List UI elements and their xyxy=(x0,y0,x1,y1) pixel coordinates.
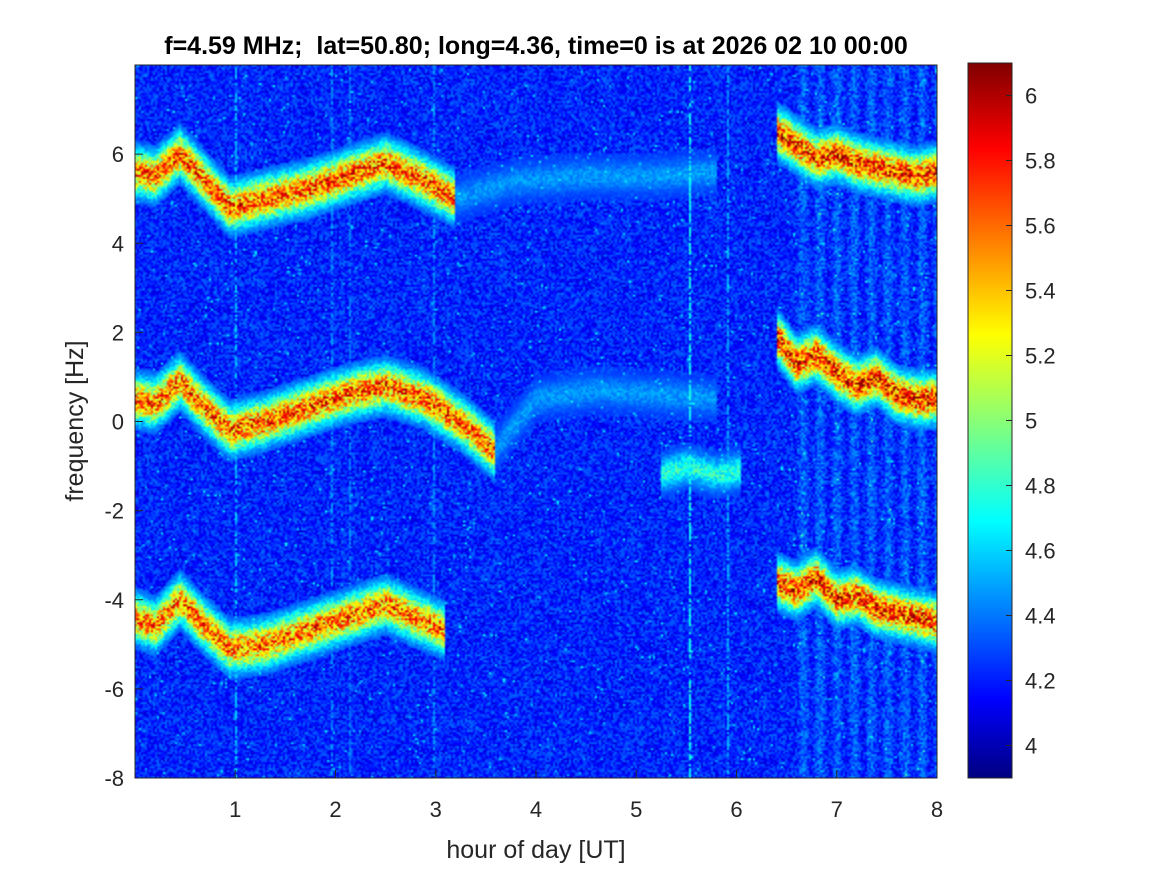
y-axis-label: frequency [Hz] xyxy=(61,340,89,501)
colorbar-tick-label: 4.6 xyxy=(1025,539,1056,564)
colorbar-tick-label: 4.4 xyxy=(1025,604,1056,629)
colorbar-tick-label: 5.2 xyxy=(1025,344,1056,369)
colorbar-tick-label: 5 xyxy=(1025,409,1037,434)
y-tick-label: 6 xyxy=(112,142,124,167)
x-tick-label: 4 xyxy=(530,797,542,822)
x-tick-label: 5 xyxy=(630,797,642,822)
x-axis: 1 2 3 4 5 6 7 8 xyxy=(229,770,943,822)
y-tick-label: 4 xyxy=(112,231,124,256)
colorbar-tick-label: 4.2 xyxy=(1025,669,1056,694)
y-axis: -8 -6 -4 -2 0 2 4 6 xyxy=(104,142,143,791)
spectrogram-heatmap xyxy=(135,65,937,778)
colorbar-tick-label: 6 xyxy=(1025,84,1037,109)
y-tick-label: 0 xyxy=(112,410,124,435)
plot-area xyxy=(134,64,938,779)
y-tick-label: -2 xyxy=(104,499,124,524)
y-tick-label: -4 xyxy=(104,588,124,613)
x-tick-label: 8 xyxy=(931,797,943,822)
x-tick-label: 6 xyxy=(730,797,742,822)
colorbar-tick-label: 5.4 xyxy=(1025,279,1056,304)
y-tick-label: 2 xyxy=(112,320,124,345)
colorbar-tick-label: 5.8 xyxy=(1025,149,1056,174)
x-tick-label: 3 xyxy=(430,797,442,822)
colorbar-tick-label: 5.6 xyxy=(1025,214,1056,239)
x-tick-label: 2 xyxy=(329,797,341,822)
x-axis-label: hour of day [UT] xyxy=(446,836,625,864)
chart-title: f=4.59 MHz; lat=50.80; long=4.36, time=0… xyxy=(164,32,907,60)
colorbar-tick-label: 4 xyxy=(1025,734,1037,759)
colorbar-tick-label: 4.8 xyxy=(1025,474,1056,499)
x-tick-label: 1 xyxy=(229,797,241,822)
y-tick-label: -8 xyxy=(104,766,124,791)
y-tick-label: -6 xyxy=(104,677,124,702)
x-tick-label: 7 xyxy=(831,797,843,822)
colorbar-ticks: 4 4.2 4.4 4.6 4.8 5 5.2 5.4 5.6 5.8 6 xyxy=(1006,84,1056,759)
colorbar: 4 4.2 4.4 4.6 4.8 5 5.2 5.4 5.6 5.8 6 xyxy=(967,62,1056,779)
colorbar-gradient xyxy=(968,63,1012,778)
